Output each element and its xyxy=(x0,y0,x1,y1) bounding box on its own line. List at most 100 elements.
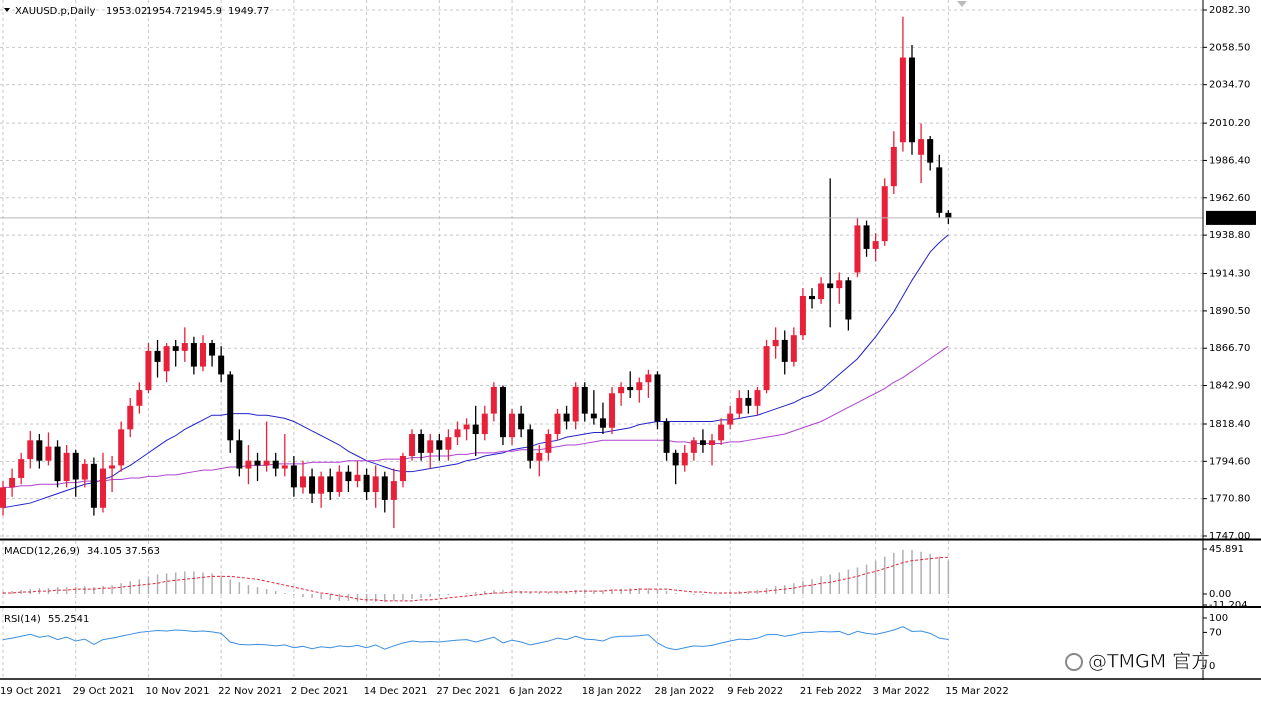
candle-body xyxy=(499,386,506,438)
y-tick-label: 1747.00 xyxy=(1209,531,1250,542)
high-price: 1954.72 xyxy=(146,6,187,17)
candle-body xyxy=(809,295,816,300)
candle-body xyxy=(145,350,152,391)
candle-body xyxy=(90,463,97,508)
candle-body xyxy=(654,374,661,422)
rsi-line xyxy=(2,626,949,651)
candle-body xyxy=(354,474,361,482)
x-tick-label: 10 Nov 2021 xyxy=(145,686,209,697)
watermark-icon xyxy=(1065,653,1083,671)
candle-body xyxy=(645,374,652,383)
candle-body xyxy=(199,343,206,367)
y-tick-label: 1770.80 xyxy=(1209,494,1250,505)
candle-body xyxy=(463,424,470,430)
candle-body xyxy=(399,455,406,482)
candle-body xyxy=(881,186,888,242)
y-tick-label: 1938.80 xyxy=(1209,230,1250,241)
candle-body xyxy=(545,434,552,453)
candle-body xyxy=(709,440,716,446)
candle-body xyxy=(245,460,252,469)
y-tick-label: 1914.30 xyxy=(1209,269,1250,280)
candle-body xyxy=(236,440,243,469)
candle-body xyxy=(518,413,525,430)
candle-body xyxy=(481,413,488,435)
candle-body xyxy=(136,390,143,406)
candle-body xyxy=(854,225,861,273)
low-price: 1945.9 xyxy=(187,6,222,17)
candle-body xyxy=(0,487,6,508)
candle-body xyxy=(899,57,906,143)
candle-body xyxy=(790,335,797,362)
candle-body xyxy=(181,343,188,351)
candle-body xyxy=(299,476,306,488)
rsi-value: 55.2541 xyxy=(48,614,89,625)
candle-body xyxy=(345,471,352,482)
candle-body xyxy=(718,424,725,441)
candle-body xyxy=(445,437,452,450)
candle-body xyxy=(672,452,679,466)
x-tick-label: 27 Dec 2021 xyxy=(436,686,500,697)
candle-body xyxy=(263,460,270,466)
candle-body xyxy=(945,212,952,218)
candle-body xyxy=(554,413,561,435)
candle-body xyxy=(590,413,597,419)
candle-body xyxy=(890,146,897,187)
candle-body xyxy=(390,481,397,500)
candle-body xyxy=(699,440,706,446)
y-tick-label: 100 xyxy=(1209,613,1228,624)
y-tick-label: 1866.70 xyxy=(1209,343,1250,354)
y-tick-label: 1890.50 xyxy=(1209,306,1250,317)
candle-body xyxy=(381,476,388,500)
candle-body xyxy=(863,225,870,249)
macd-signal xyxy=(3,556,949,602)
y-tick-label: 2034.70 xyxy=(1209,80,1250,91)
candle-body xyxy=(836,280,843,289)
candle-body xyxy=(572,386,579,422)
candle-body xyxy=(927,139,934,163)
open-price: 1953.02 xyxy=(106,6,147,17)
candle-body xyxy=(527,429,534,461)
x-tick-label: 14 Dec 2021 xyxy=(364,686,428,697)
candle-body xyxy=(172,346,179,351)
y-tick-label: 2010.20 xyxy=(1209,118,1250,129)
candle-body xyxy=(736,397,743,414)
candle-body xyxy=(9,477,16,488)
candle-body xyxy=(772,339,779,347)
candle-body xyxy=(599,418,606,428)
candle-body xyxy=(727,413,734,425)
x-tick-label: 21 Feb 2022 xyxy=(800,686,862,697)
candle-body xyxy=(254,460,261,466)
menu-arrow[interactable] xyxy=(4,8,10,12)
candle-body xyxy=(99,468,106,508)
x-tick-label: 3 Mar 2022 xyxy=(873,686,930,697)
y-tick-label: 70 xyxy=(1209,627,1222,638)
candle-body xyxy=(427,440,434,453)
candle-body xyxy=(536,452,543,461)
candle-body xyxy=(818,283,825,300)
candle-body xyxy=(45,446,52,461)
candle-body xyxy=(327,476,334,493)
candle-body xyxy=(609,393,616,428)
symbol-title: XAUUSD.p,Daily xyxy=(15,6,95,17)
candle-body xyxy=(872,241,879,249)
x-tick-label: 28 Jan 2022 xyxy=(654,686,714,697)
x-tick-label: 2 Dec 2021 xyxy=(291,686,349,697)
candle-body xyxy=(936,167,943,213)
candle-body xyxy=(63,452,70,482)
candle-body xyxy=(163,346,170,372)
candle-body xyxy=(318,476,325,494)
candle-body xyxy=(745,397,752,406)
candle-body xyxy=(118,429,125,466)
candle-body xyxy=(218,355,225,375)
candle-body xyxy=(154,350,161,362)
candle-body xyxy=(563,413,570,422)
candle-body xyxy=(918,139,925,155)
y-tick-label: -11.204 xyxy=(1209,600,1248,611)
x-tick-label: 29 Oct 2021 xyxy=(73,686,135,697)
candle-body xyxy=(781,339,788,362)
candle-body xyxy=(18,459,25,478)
candle-body xyxy=(690,440,697,453)
candle-body xyxy=(618,386,625,394)
